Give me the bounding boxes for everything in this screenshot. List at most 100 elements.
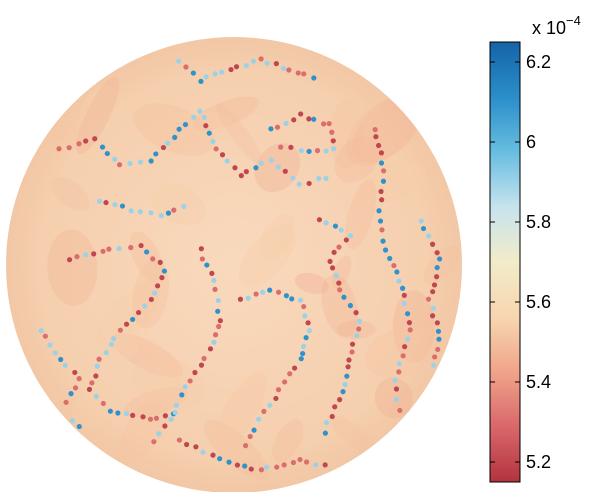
defect-scar-dot bbox=[213, 146, 219, 152]
defect-scar-dot bbox=[321, 121, 327, 127]
defect-scar-dot bbox=[349, 341, 356, 347]
defect-scar-dot bbox=[142, 303, 148, 309]
defect-scar-dot bbox=[343, 237, 349, 243]
defect-scar-dot bbox=[151, 439, 157, 445]
shading-patch bbox=[258, 213, 295, 262]
shading-patch bbox=[71, 393, 109, 428]
defect-scar-dot bbox=[336, 280, 342, 286]
shading-patch bbox=[359, 161, 427, 202]
defect-scar-dot bbox=[103, 199, 109, 206]
defect-scar-dot bbox=[338, 227, 344, 233]
defect-scar-dot bbox=[182, 384, 188, 390]
defect-scar-dot bbox=[93, 373, 99, 379]
defect-scar-dot bbox=[303, 459, 310, 465]
defect-scar-dot bbox=[260, 289, 266, 295]
defect-scar-dot bbox=[200, 449, 206, 455]
defect-scar-dot bbox=[100, 248, 106, 254]
defect-scar-dot bbox=[264, 464, 270, 470]
defect-scar-dot bbox=[76, 423, 82, 430]
defect-scar-dot bbox=[191, 114, 197, 120]
defect-scar-dot bbox=[425, 296, 432, 302]
shading-patch bbox=[118, 397, 170, 463]
defect-scar-dot bbox=[311, 75, 317, 81]
defect-scar-dot bbox=[378, 160, 385, 166]
defect-scar-dot bbox=[164, 140, 171, 146]
defect-scar-dot bbox=[250, 58, 257, 64]
shading-patch bbox=[392, 290, 435, 363]
defect-scar-dot bbox=[127, 160, 133, 167]
defect-scar-dot bbox=[436, 336, 442, 342]
defect-scar-dot bbox=[153, 415, 160, 421]
defect-scar-dot bbox=[381, 168, 387, 174]
defect-scar-dot bbox=[344, 373, 350, 379]
defect-scar-dot bbox=[74, 254, 80, 260]
defect-scar-dot bbox=[209, 270, 215, 276]
defect-scar-dot bbox=[217, 456, 223, 462]
defect-scar-dot bbox=[89, 380, 95, 386]
defect-scar-dot bbox=[283, 120, 289, 126]
defect-scar-dot bbox=[356, 318, 363, 324]
shading-patch bbox=[192, 96, 260, 131]
shading-patch bbox=[151, 183, 206, 225]
defect-scar-dot bbox=[434, 320, 440, 326]
shading-patch bbox=[346, 94, 421, 166]
defect-scar-dot bbox=[192, 369, 198, 376]
defect-scar-dot bbox=[274, 124, 281, 130]
shading-patch bbox=[216, 104, 264, 166]
defect-scar-dot bbox=[203, 74, 209, 80]
defect-scar-dot bbox=[204, 262, 210, 268]
defect-scar-dot bbox=[305, 320, 311, 326]
defect-scar-dot bbox=[38, 328, 44, 334]
defect-scar-dot bbox=[92, 136, 98, 142]
defect-scar-dot bbox=[297, 456, 303, 463]
defect-scar-dot bbox=[337, 287, 343, 293]
defect-scar-dot bbox=[382, 247, 389, 253]
defect-scar-dot bbox=[431, 362, 437, 368]
defect-scar-dot bbox=[347, 232, 354, 239]
defect-scar-dot bbox=[306, 116, 312, 122]
defect-scar-dot bbox=[168, 416, 174, 422]
defect-scar-dot bbox=[117, 327, 123, 333]
defect-scar-dot bbox=[311, 116, 317, 122]
shading-patch bbox=[123, 386, 188, 418]
defect-scar-dot bbox=[91, 251, 97, 257]
defect-scar-dot bbox=[103, 350, 109, 356]
defect-scar-dot bbox=[203, 123, 209, 129]
defect-scar-dot bbox=[323, 175, 329, 181]
defect-scar-dot bbox=[237, 296, 244, 302]
defect-scar-dot bbox=[393, 386, 400, 392]
defect-scar-dot bbox=[110, 335, 117, 342]
defect-scar-dot bbox=[198, 362, 205, 368]
defect-scar-dot bbox=[402, 344, 408, 350]
defect-scar-dot bbox=[112, 156, 118, 162]
defect-scar-dot bbox=[431, 282, 438, 288]
defect-scar-dot bbox=[173, 402, 180, 408]
defect-scar-dot bbox=[160, 144, 167, 151]
defect-scar-dot bbox=[286, 67, 292, 73]
defect-scar-dot bbox=[378, 188, 384, 195]
defect-scar-dot bbox=[406, 320, 413, 326]
defect-scar-dot bbox=[430, 305, 437, 311]
shading-patch bbox=[423, 245, 460, 285]
defect-scar-dot bbox=[418, 218, 424, 224]
defect-scar-dot bbox=[176, 126, 182, 132]
colorbar-gradient bbox=[489, 41, 521, 483]
defect-scar-dot bbox=[128, 208, 134, 214]
defect-scar-dot bbox=[68, 391, 74, 397]
defect-scar-dot bbox=[197, 108, 203, 114]
defect-scar-dot bbox=[165, 210, 172, 216]
defect-scar-dot bbox=[298, 356, 304, 362]
defect-scar-dot bbox=[233, 64, 240, 70]
shading-patch bbox=[345, 179, 377, 250]
shading-patch bbox=[334, 136, 380, 183]
defect-scar-dot bbox=[94, 363, 100, 369]
defect-scar-dot bbox=[130, 316, 136, 323]
defect-scar-dot bbox=[396, 278, 402, 284]
defect-scar-dot bbox=[72, 385, 79, 391]
defect-scar-dot bbox=[58, 356, 64, 363]
defect-scar-dot bbox=[83, 138, 89, 144]
defect-scar-dot bbox=[345, 364, 351, 370]
defect-scar-dot bbox=[137, 159, 144, 165]
defect-scar-dot bbox=[76, 141, 82, 147]
defect-scar-dot bbox=[104, 150, 110, 157]
